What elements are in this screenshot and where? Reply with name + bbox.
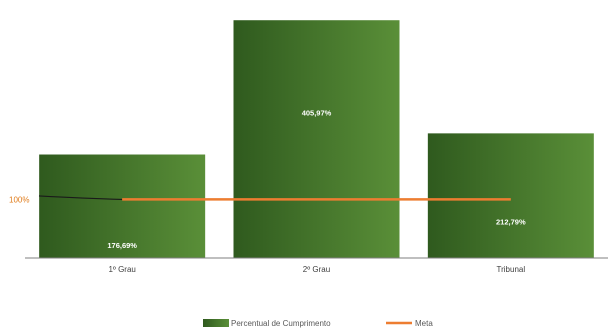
bar-1 bbox=[39, 154, 206, 258]
legend-swatch-percentual bbox=[203, 319, 229, 327]
x-tick-label-3: Tribunal bbox=[497, 265, 526, 274]
meta-reference-label: 100% bbox=[9, 195, 29, 204]
data-label-3: 212,79% bbox=[496, 217, 526, 226]
legend-label-percentual: Percentual de Cumprimento bbox=[231, 319, 331, 328]
x-tick-label-2: 2º Grau bbox=[303, 265, 330, 274]
data-label-2: 405,97% bbox=[302, 108, 332, 117]
data-label-1: 176,69% bbox=[107, 241, 137, 250]
bar-3 bbox=[427, 133, 594, 258]
bars-layer bbox=[39, 20, 594, 258]
bar-2 bbox=[233, 20, 400, 258]
legend: Percentual de Cumprimento Meta bbox=[203, 319, 433, 328]
legend-label-meta: Meta bbox=[415, 319, 433, 328]
x-tick-label-1: 1º Grau bbox=[108, 265, 135, 274]
meta-line-lead bbox=[38, 195, 123, 201]
labels-layer: 176,69% 1º Grau 405,97% 2º Grau 212,79% Tribu… bbox=[107, 108, 526, 274]
